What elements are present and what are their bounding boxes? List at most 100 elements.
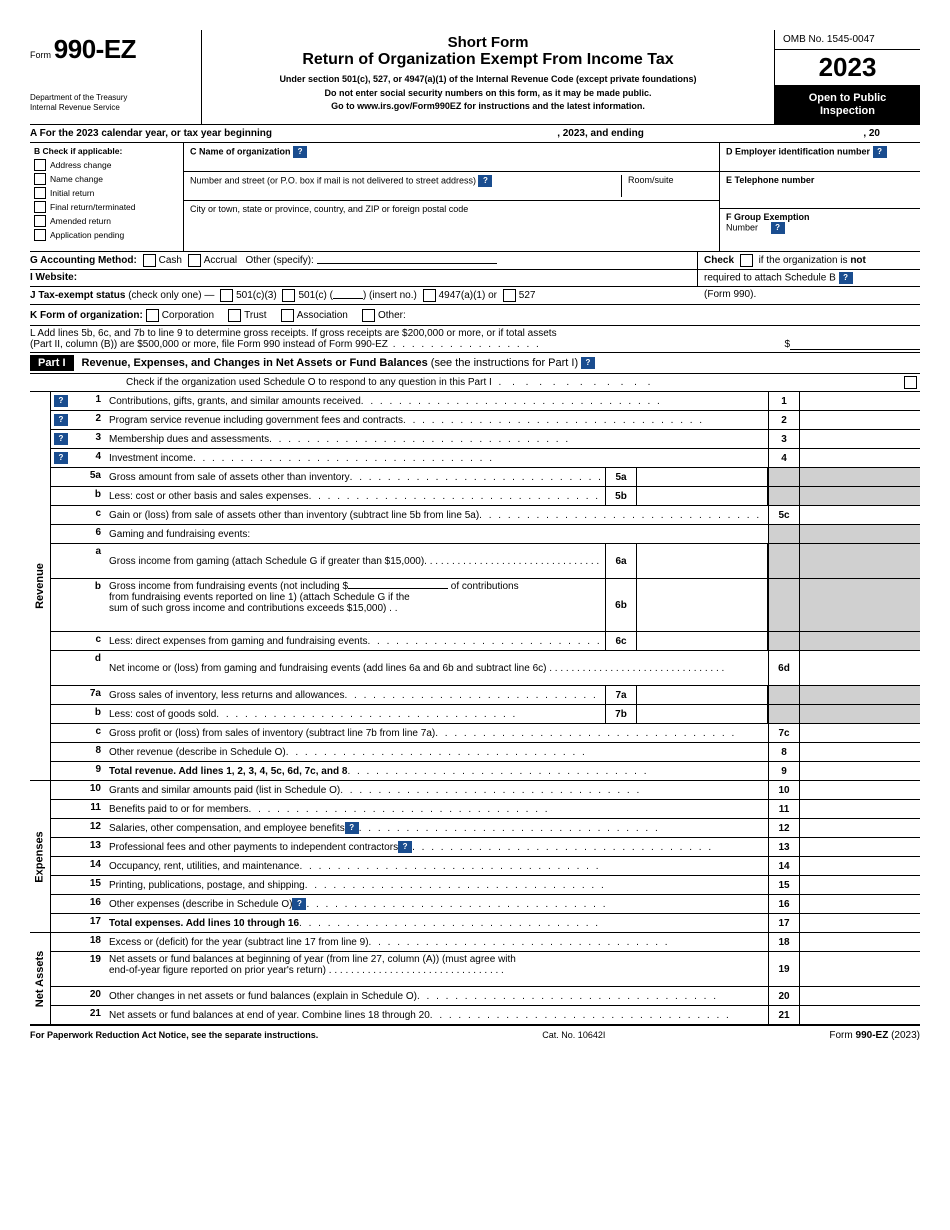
- line-21: 21Net assets or fund balances at end of …: [51, 1006, 920, 1024]
- chk-schedule-b[interactable]: [740, 254, 753, 267]
- val-19[interactable]: [800, 952, 920, 986]
- chk-schedule-o[interactable]: [904, 376, 917, 389]
- chk-final-return[interactable]: Final return/terminated: [34, 201, 179, 213]
- val-12[interactable]: [800, 819, 920, 837]
- val-8[interactable]: [800, 743, 920, 761]
- h-line2: required to attach Schedule B ?: [697, 270, 920, 286]
- help-icon[interactable]: ?: [771, 222, 785, 234]
- chk-501c3[interactable]: [220, 289, 233, 302]
- chk-association[interactable]: [281, 309, 294, 322]
- title-main: Return of Organization Exempt From Incom…: [210, 51, 766, 69]
- checkbox-icon: [34, 229, 46, 241]
- gross-receipts-input[interactable]: [790, 339, 920, 350]
- help-icon[interactable]: ?: [54, 395, 68, 407]
- chk-corporation[interactable]: [146, 309, 159, 322]
- val-1[interactable]: [800, 392, 920, 410]
- val-3[interactable]: [800, 430, 920, 448]
- val-18[interactable]: [800, 933, 920, 951]
- line-7c: c Gross profit or (loss) from sales of i…: [51, 724, 920, 743]
- c-name-of-org[interactable]: C Name of organization ?: [184, 143, 719, 172]
- section-bcdef: B Check if applicable: Address change Na…: [30, 143, 920, 252]
- val-6d[interactable]: [800, 651, 920, 685]
- f-group-exemption[interactable]: F Group Exemption Number ?: [720, 209, 920, 251]
- val-21[interactable]: [800, 1006, 920, 1024]
- header-right: OMB No. 1545-0047 2023 Open to Public In…: [774, 30, 920, 124]
- chk-4947[interactable]: [423, 289, 436, 302]
- d-ein[interactable]: D Employer identification number ?: [720, 143, 920, 172]
- chk-527[interactable]: [503, 289, 516, 302]
- val-7a[interactable]: [637, 686, 768, 704]
- help-icon[interactable]: ?: [293, 146, 307, 158]
- chk-amended-return[interactable]: Amended return: [34, 215, 179, 227]
- line-18: 18Excess or (deficit) for the year (subt…: [51, 933, 920, 952]
- line-1: ? 1 Contributions, gifts, grants, and si…: [51, 392, 920, 411]
- e-telephone[interactable]: E Telephone number: [720, 172, 920, 209]
- line-12: 12Salaries, other compensation, and empl…: [51, 819, 920, 838]
- val-10[interactable]: [800, 781, 920, 799]
- val-15[interactable]: [800, 876, 920, 894]
- expenses-section: Expenses 10Grants and similar amounts pa…: [30, 781, 920, 933]
- val-16[interactable]: [800, 895, 920, 913]
- help-icon[interactable]: ?: [54, 414, 68, 426]
- help-icon[interactable]: ?: [345, 822, 359, 834]
- other-specify-input[interactable]: [317, 263, 497, 264]
- val-11[interactable]: [800, 800, 920, 818]
- column-b-checkboxes: B Check if applicable: Address change Na…: [30, 143, 184, 251]
- row-k-form-of-org: K Form of organization: Corporation Trus…: [30, 305, 920, 326]
- val-13[interactable]: [800, 838, 920, 856]
- chk-application-pending[interactable]: Application pending: [34, 229, 179, 241]
- val-14[interactable]: [800, 857, 920, 875]
- val-6c[interactable]: [637, 632, 768, 650]
- i-website[interactable]: I Website:: [30, 270, 697, 286]
- line-5b: b Less: cost or other basis and sales ex…: [51, 487, 920, 506]
- help-icon[interactable]: ?: [292, 898, 306, 910]
- val-6b[interactable]: [637, 579, 768, 631]
- val-7c[interactable]: [800, 724, 920, 742]
- revenue-section: Revenue ? 1 Contributions, gifts, grants…: [30, 392, 920, 781]
- chk-address-change[interactable]: Address change: [34, 159, 179, 171]
- line-11: 11Benefits paid to or for members. . . .…: [51, 800, 920, 819]
- chk-initial-return[interactable]: Initial return: [34, 187, 179, 199]
- line-5a: 5a Gross amount from sale of assets othe…: [51, 468, 920, 487]
- chk-other-org[interactable]: [362, 309, 375, 322]
- page-footer: For Paperwork Reduction Act Notice, see …: [30, 1026, 920, 1045]
- line-6d: d Net income or (loss) from gaming and f…: [51, 651, 920, 686]
- chk-accrual[interactable]: [188, 254, 201, 267]
- val-20[interactable]: [800, 987, 920, 1005]
- val-4[interactable]: [800, 449, 920, 467]
- column-def: D Employer identification number ? E Tel…: [720, 143, 920, 251]
- chk-trust[interactable]: [228, 309, 241, 322]
- c-city[interactable]: City or town, state or province, country…: [184, 201, 719, 243]
- line-13: 13Professional fees and other payments t…: [51, 838, 920, 857]
- val-7b[interactable]: [637, 705, 768, 723]
- line-6a: a Gross income from gaming (attach Sched…: [51, 544, 920, 579]
- chk-501c[interactable]: [282, 289, 295, 302]
- val-5a[interactable]: [637, 468, 768, 486]
- val-6a[interactable]: [637, 544, 768, 578]
- help-icon[interactable]: ?: [839, 272, 853, 284]
- contrib-input[interactable]: [348, 588, 448, 589]
- help-icon[interactable]: ?: [54, 433, 68, 445]
- val-17[interactable]: [800, 914, 920, 932]
- val-2[interactable]: [800, 411, 920, 429]
- chk-cash[interactable]: [143, 254, 156, 267]
- tax-year: 2023: [775, 50, 920, 86]
- val-5c[interactable]: [800, 506, 920, 524]
- help-icon[interactable]: ?: [873, 146, 887, 158]
- line-15: 15Printing, publications, postage, and s…: [51, 876, 920, 895]
- line-16: 16Other expenses (describe in Schedule O…: [51, 895, 920, 914]
- subtitle-2: Do not enter social security numbers on …: [210, 87, 766, 101]
- help-icon[interactable]: ?: [478, 175, 492, 187]
- help-icon[interactable]: ?: [54, 452, 68, 464]
- chk-name-change[interactable]: Name change: [34, 173, 179, 185]
- header-center: Short Form Return of Organization Exempt…: [202, 30, 774, 124]
- line-20: 20Other changes in net assets or fund ba…: [51, 987, 920, 1006]
- help-icon[interactable]: ?: [398, 841, 412, 853]
- val-5b[interactable]: [637, 487, 768, 505]
- c-address[interactable]: Number and street (or P.O. box if mail i…: [184, 172, 719, 201]
- help-icon[interactable]: ?: [581, 357, 595, 369]
- checkbox-icon: [34, 201, 46, 213]
- net-assets-lines: 18Excess or (deficit) for the year (subt…: [51, 933, 920, 1024]
- expenses-lines: 10Grants and similar amounts paid (list …: [51, 781, 920, 932]
- val-9[interactable]: [800, 762, 920, 780]
